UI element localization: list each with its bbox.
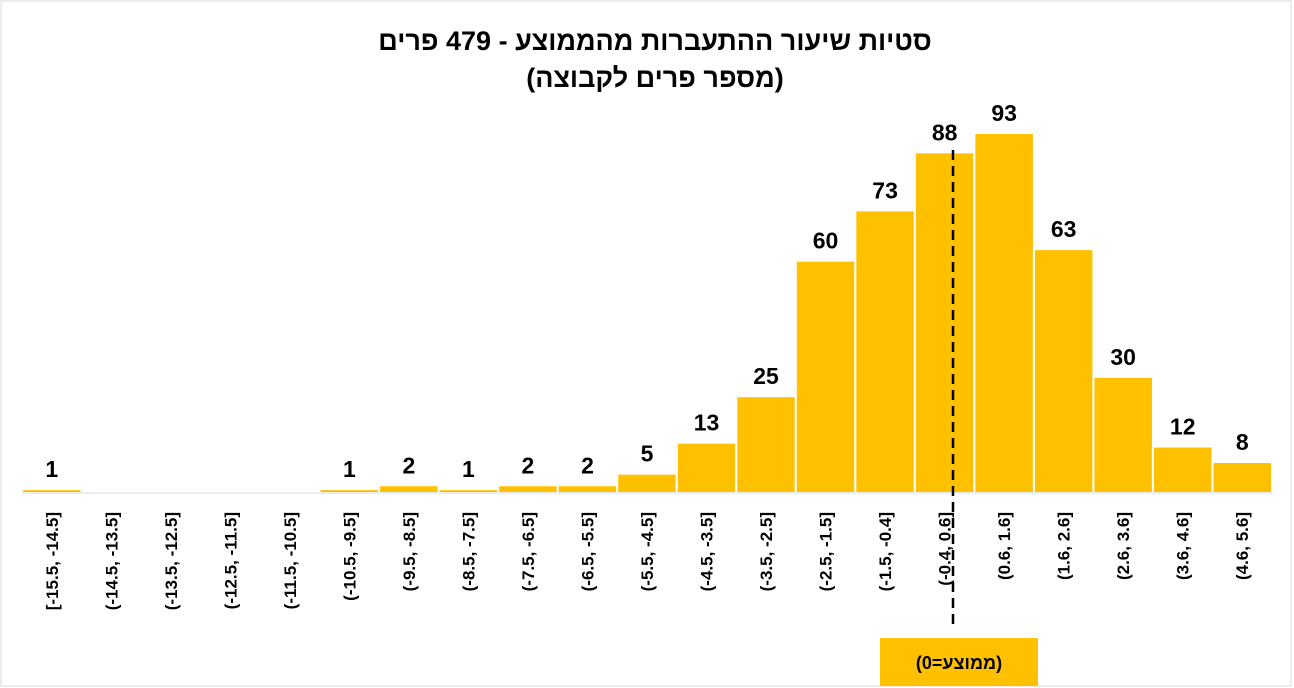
x-tick-label: (-12.5, -11.5] [221, 512, 240, 609]
x-tick-label: (-6.5, -5.5] [578, 512, 597, 591]
data-label: 1 [45, 456, 58, 482]
x-tick-label: (-3.5, -2.5] [757, 512, 776, 591]
bar [1092, 375, 1154, 495]
data-label: 1 [343, 456, 356, 482]
bar [973, 132, 1035, 494]
bar [616, 472, 678, 495]
x-tick-label: (3.6, 4.6] [1174, 512, 1193, 580]
bar [497, 484, 559, 494]
bar [1032, 248, 1095, 494]
data-label: 93 [991, 100, 1017, 126]
x-tick-label: (0.6, 1.6] [995, 512, 1014, 580]
x-tick-label: (-9.5, -8.5] [400, 512, 419, 591]
data-label: 5 [641, 441, 654, 467]
bar [318, 488, 381, 494]
bar [556, 484, 619, 494]
x-tick-label: (-14.5, -13.5] [102, 512, 121, 610]
chart-title: סטיות שיעור ההתעברות מהממוצע - 479 פרים [378, 26, 931, 56]
chart-subtitle: (מספר פרים לקבוצה) [526, 63, 784, 93]
x-tick-label: (-11.5, -10.5] [281, 512, 300, 609]
bar [1211, 461, 1274, 494]
bar [675, 441, 738, 495]
bar [21, 488, 83, 494]
x-tick-label: (-1.5, -0.4] [876, 512, 895, 591]
x-tick-label: (-4.5, -3.5] [698, 512, 717, 591]
data-label: 2 [522, 452, 535, 478]
bar [735, 395, 797, 494]
annotation-box [880, 638, 1038, 686]
data-label: 2 [581, 452, 594, 478]
data-label: 12 [1170, 414, 1196, 440]
data-label: 63 [1051, 216, 1077, 242]
data-label: 88 [932, 119, 958, 145]
bar [1151, 445, 1214, 495]
x-tick-label: (-10.5, -9.5] [340, 512, 359, 601]
x-tick-label: (-0.4, 0.6] [936, 512, 955, 586]
data-label: 60 [813, 228, 839, 254]
x-tick-label: (-2.5, -1.5] [817, 512, 836, 591]
x-tick-label: (-5.5, -4.5] [638, 512, 657, 591]
bar [794, 259, 857, 495]
bar [437, 488, 500, 494]
bar [378, 484, 440, 494]
x-tick-label: (-7.5, -6.5] [519, 512, 538, 591]
x-tick-label: (4.6, 5.6] [1233, 512, 1252, 580]
data-label: 13 [694, 410, 720, 436]
plot: 1 [-15.5, -14.5] (-14.5, -13.5] (-13.5, -12… [21, 100, 1274, 610]
bar [913, 151, 976, 495]
x-tick-label: (-13.5, -12.5] [162, 512, 181, 610]
x-tick-label: (2.6, 3.6] [1114, 512, 1133, 580]
data-label: 8 [1236, 429, 1249, 455]
data-label: 73 [872, 177, 898, 203]
data-label: 30 [1110, 344, 1136, 370]
data-label: 25 [753, 363, 779, 389]
x-tick-label: (1.6, 2.6] [1055, 512, 1074, 580]
x-tick-label: (-8.5, -7.5] [459, 512, 478, 591]
annotation: (ממוצע=0) [916, 653, 1002, 673]
x-tick-label: [-15.5, -14.5] [43, 512, 62, 610]
bar [854, 209, 916, 495]
data-label: 1 [462, 456, 475, 482]
data-label: 2 [403, 452, 416, 478]
